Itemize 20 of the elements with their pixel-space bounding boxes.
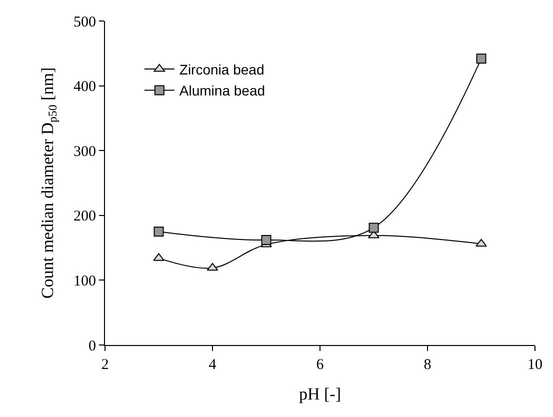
- point: [261, 235, 272, 246]
- x-tick-label: 4: [208, 357, 217, 373]
- legend-label: Zirconia bead: [179, 61, 264, 78]
- x-tick-label: 2: [101, 357, 109, 373]
- y-tick-label: 400: [74, 79, 96, 96]
- point: [368, 222, 379, 233]
- y-tick-label: 200: [74, 208, 96, 225]
- point: [206, 262, 218, 271]
- legend-label: Alumina bead: [179, 82, 266, 99]
- y-tick-label: 500: [74, 14, 96, 30]
- x-tick-label: 6: [316, 357, 324, 373]
- point: [476, 54, 486, 64]
- point: [154, 226, 164, 237]
- y-tick-label: 100: [74, 273, 96, 290]
- x-tick-label: 10: [528, 357, 542, 373]
- x-axis-title: pH [-]: [298, 384, 342, 404]
- y-tick-label: 300: [74, 144, 96, 160]
- y-tick-label: 0: [88, 338, 96, 354]
- point: [476, 238, 487, 247]
- x-tick-label: 8: [424, 357, 432, 373]
